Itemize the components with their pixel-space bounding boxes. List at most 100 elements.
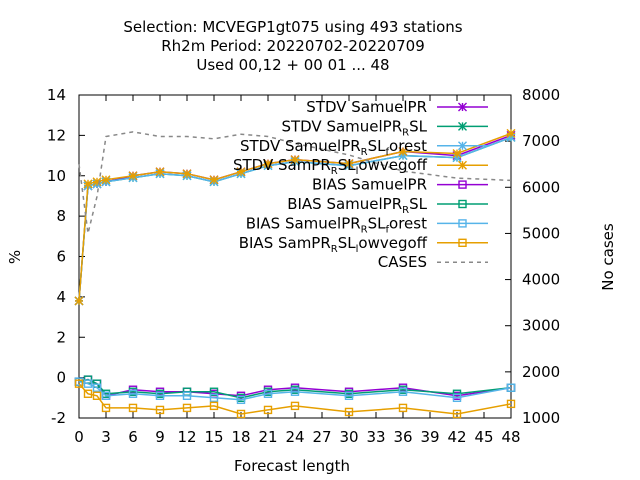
data-point-marker	[128, 171, 138, 181]
data-point-marker	[458, 199, 467, 209]
data-point-marker	[74, 296, 84, 306]
data-point-marker	[83, 379, 93, 388]
data-point-marker	[344, 391, 354, 400]
data-point-marker	[74, 379, 84, 388]
chart-title-line-3: Used 00,12 + 00 01 ... 48	[196, 56, 389, 74]
legend-label: CASES	[378, 253, 427, 271]
tick-layer: 0 3 6 9 12 15 18 21 24 27 30 33 36 39 42 45 48-202468101…	[47, 86, 560, 446]
x-tick-label: 21	[258, 428, 277, 446]
data-point-marker	[101, 391, 111, 400]
y-left-tick-label: 8	[56, 207, 66, 225]
data-point-marker	[128, 389, 138, 398]
x-tick-label: 12	[177, 428, 196, 446]
data-point-marker	[290, 155, 300, 165]
x-tick-label: 42	[447, 428, 466, 446]
y-left-tick-label: 0	[56, 369, 66, 387]
data-point-marker	[452, 409, 462, 419]
legend-item: STDV SamuelPRRSLforest	[240, 137, 488, 158]
data-point-marker	[458, 219, 467, 228]
data-point-marker	[398, 403, 408, 413]
y-axis-label-left: %	[6, 250, 24, 264]
data-point-marker	[398, 147, 408, 157]
data-point-marker	[155, 167, 165, 177]
y-left-tick-label: 12	[47, 126, 66, 144]
y-right-tick-label: 5000	[522, 224, 560, 242]
data-point-marker	[92, 177, 102, 187]
legend-label: BIAS SamuelPRRSL	[287, 195, 427, 216]
data-point-marker	[209, 387, 219, 396]
x-tick-label: 36	[393, 428, 412, 446]
data-point-marker	[506, 399, 516, 409]
x-tick-label: 33	[366, 428, 385, 446]
x-tick-label: 27	[312, 428, 331, 446]
y-right-tick-label: 8000	[522, 86, 560, 104]
y-left-tick-label: -2	[51, 409, 66, 427]
legend-label: BIAS SamuelPR	[312, 176, 427, 194]
data-point-marker	[344, 407, 354, 417]
legend-label: BIAS SamuelPRRSLforest	[246, 214, 427, 235]
legend-label: STDV SamuelPRRSL	[281, 117, 427, 138]
data-point-marker	[263, 389, 273, 398]
data-point-marker	[83, 389, 93, 398]
y-left-tick-label: 4	[56, 288, 66, 306]
legend-item: BIAS SamuelPRRSL	[287, 195, 488, 216]
chart-title-line-1: Selection: MCVEGP1gt075 using 493 statio…	[123, 18, 462, 36]
legend-item: CASES	[378, 253, 488, 271]
y-axis-label-right: No cases	[599, 223, 617, 291]
data-point-marker	[458, 180, 467, 189]
data-point-marker	[92, 391, 102, 400]
data-point-marker	[458, 160, 467, 170]
series-layer	[74, 128, 516, 419]
legend-label: BIAS SamPRRSLlowvegoff	[239, 234, 428, 255]
y-left-tick-label: 6	[56, 248, 66, 266]
data-point-marker	[506, 383, 516, 392]
legend-item: BIAS SamPRRSLlowvegoff	[239, 234, 488, 255]
data-point-marker	[263, 159, 273, 169]
x-tick-label: 0	[74, 428, 84, 446]
data-point-marker	[506, 128, 516, 138]
data-point-marker	[458, 238, 467, 248]
data-point-marker	[344, 159, 354, 169]
legend-label: STDV SamPRRSLlowvegoff	[233, 156, 428, 177]
legend-item: STDV SamPRRSLlowvegoff	[233, 156, 488, 177]
x-tick-label: 9	[155, 428, 165, 446]
y-right-tick-label: 7000	[522, 132, 560, 150]
x-tick-label: 30	[339, 428, 358, 446]
x-tick-label: 24	[285, 428, 304, 446]
data-point-marker	[92, 383, 102, 392]
data-point-marker	[209, 175, 219, 185]
x-tick-label: 39	[420, 428, 439, 446]
x-tick-label: 15	[204, 428, 223, 446]
data-point-marker	[209, 401, 219, 411]
x-tick-label: 48	[501, 428, 520, 446]
legend-item: STDV SamuelPRRSL	[281, 117, 488, 138]
series-bias-samuelpr-rsl-forest	[74, 377, 516, 405]
x-tick-label: 3	[101, 428, 111, 446]
data-point-marker	[101, 175, 111, 185]
data-point-marker	[263, 405, 273, 415]
data-point-marker	[290, 401, 300, 411]
data-point-marker	[101, 403, 111, 413]
legend-item: BIAS SamuelPR	[312, 176, 488, 194]
data-point-marker	[182, 403, 192, 413]
y-left-tick-label: 14	[47, 86, 66, 104]
y-left-tick-label: 2	[56, 328, 66, 346]
legend-label: STDV SamuelPR	[306, 98, 427, 116]
legend-item: STDV SamuelPR	[306, 98, 488, 116]
x-tick-label: 45	[474, 428, 493, 446]
data-point-marker	[452, 149, 462, 159]
y-left-tick-label: 10	[47, 167, 66, 185]
data-point-marker	[182, 169, 192, 179]
y-right-tick-label: 1000	[522, 409, 560, 427]
data-point-marker	[398, 387, 408, 396]
series-bias-sampr-rsl-lowvegoff	[74, 379, 516, 419]
data-point-marker	[155, 405, 165, 415]
data-point-marker	[182, 391, 192, 400]
data-point-marker	[155, 391, 165, 400]
legend-item: BIAS SamuelPRRSLforest	[246, 214, 488, 235]
data-point-marker	[236, 167, 246, 177]
data-point-marker	[452, 153, 462, 163]
x-tick-label: 6	[128, 428, 138, 446]
